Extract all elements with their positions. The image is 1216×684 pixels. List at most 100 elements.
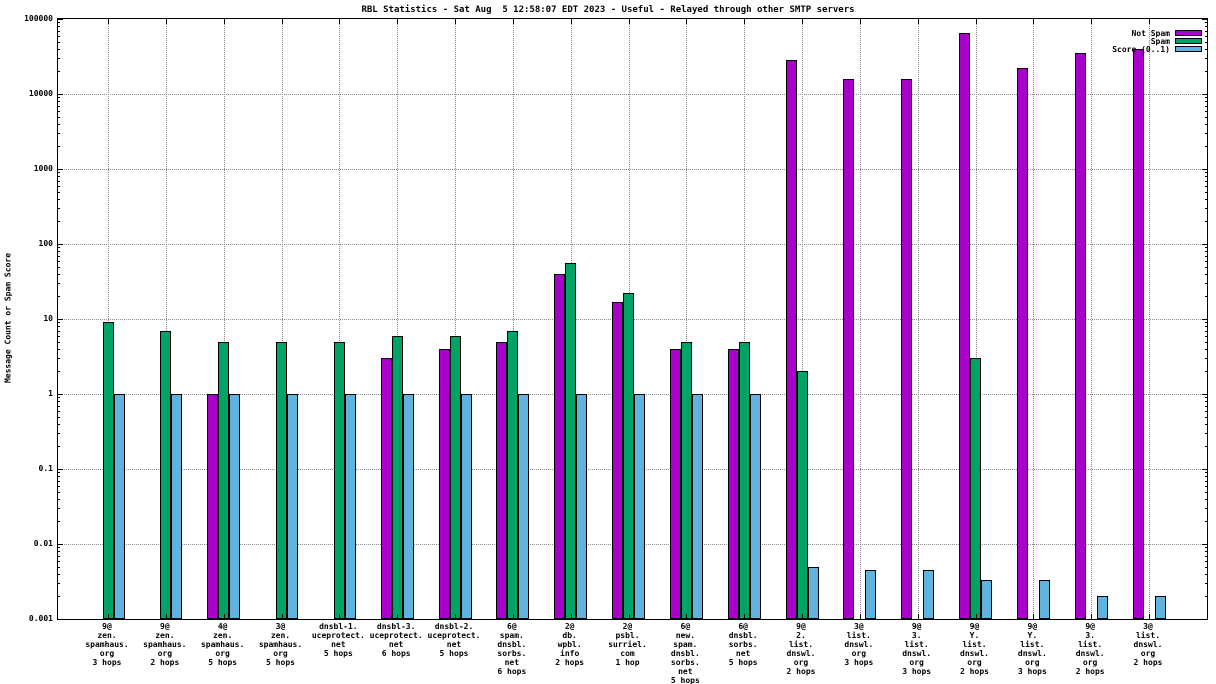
y-major-tick bbox=[1202, 19, 1207, 20]
y-major-tick bbox=[58, 619, 63, 620]
y-minor-tick bbox=[58, 71, 60, 73]
bar-spam bbox=[391, 335, 403, 619]
y-major-tick bbox=[58, 319, 63, 320]
grid-line-vertical bbox=[455, 19, 456, 619]
y-minor-tick bbox=[58, 101, 60, 103]
y-minor-tick bbox=[1205, 97, 1207, 99]
y-minor-tick bbox=[1205, 30, 1207, 32]
grid-line-vertical bbox=[1091, 19, 1093, 619]
y-minor-tick bbox=[1205, 35, 1207, 37]
y-minor-tick bbox=[58, 348, 60, 350]
y-minor-tick bbox=[1205, 273, 1207, 275]
y-minor-tick bbox=[1205, 596, 1207, 598]
y-tick-label: 100 bbox=[38, 239, 53, 248]
y-minor-tick bbox=[1205, 101, 1207, 103]
y-major-tick bbox=[1202, 244, 1207, 245]
y-minor-tick bbox=[1205, 498, 1207, 500]
y-minor-tick bbox=[58, 326, 60, 328]
x-tick bbox=[975, 614, 977, 619]
x-tick bbox=[512, 19, 514, 24]
grid-line-vertical bbox=[917, 19, 919, 619]
y-minor-tick bbox=[1205, 146, 1207, 148]
x-tick-label: 9@ 3. list. dnswl. org 2 hops bbox=[1075, 622, 1105, 676]
x-tick-label: 2@ psbl. surriel. com 1 hop bbox=[608, 622, 647, 667]
bar-spam bbox=[970, 358, 981, 619]
legend-label: Score (0..1) bbox=[1112, 44, 1170, 54]
x-tick-label: 6@ spam. dnsbl. sorbs. net 6 hops bbox=[497, 622, 527, 676]
x-tick bbox=[397, 614, 399, 619]
y-major-tick bbox=[58, 544, 63, 545]
y-minor-tick bbox=[1205, 110, 1207, 112]
bar-not-spam bbox=[901, 78, 913, 619]
y-minor-tick bbox=[1205, 123, 1207, 125]
plot-area bbox=[57, 18, 1208, 620]
bar-spam bbox=[276, 341, 287, 619]
grid-line-vertical bbox=[1149, 19, 1150, 619]
y-minor-tick bbox=[1205, 401, 1207, 403]
y-minor-tick bbox=[1205, 48, 1207, 50]
bar-not-spam bbox=[207, 394, 219, 619]
y-minor-tick bbox=[58, 185, 60, 187]
bar-not-spam bbox=[1016, 68, 1028, 619]
bar-score-0-1 bbox=[807, 566, 819, 619]
y-minor-tick bbox=[58, 521, 60, 523]
bar-spam bbox=[449, 335, 461, 619]
x-tick-label: 9@ 2. list. dnswl. org 2 hops bbox=[786, 622, 816, 676]
x-tick bbox=[802, 614, 803, 619]
x-tick bbox=[1033, 614, 1035, 619]
bar-not-spam bbox=[843, 78, 855, 619]
y-minor-tick bbox=[58, 180, 60, 182]
grid-line-horizontal bbox=[58, 94, 1207, 95]
x-tick bbox=[917, 614, 919, 619]
y-minor-tick bbox=[1205, 172, 1207, 174]
x-tick-label: 4@ zen. spamhaus. org 5 hops bbox=[200, 622, 245, 667]
bar-spam bbox=[680, 341, 692, 619]
x-tick-label: 9@ zen. spamhaus. org 3 hops bbox=[85, 622, 129, 667]
y-minor-tick bbox=[58, 498, 60, 500]
y-major-tick bbox=[1202, 394, 1207, 395]
y-minor-tick bbox=[1205, 472, 1207, 474]
legend-swatch bbox=[1175, 38, 1202, 44]
x-tick bbox=[281, 19, 283, 24]
y-minor-tick bbox=[58, 58, 60, 60]
x-tick bbox=[108, 19, 109, 24]
x-tick-label: 6@ dnsbl. sorbs. net 5 hops bbox=[728, 622, 758, 667]
bar-score-0-1 bbox=[865, 570, 877, 619]
y-minor-tick bbox=[1205, 116, 1207, 118]
y-minor-tick bbox=[1205, 405, 1207, 407]
x-tick-label: 9@ zen. spamhaus. org 2 hops bbox=[143, 622, 187, 667]
y-minor-tick bbox=[1205, 58, 1207, 60]
y-major-tick bbox=[1202, 319, 1207, 320]
y-tick-label: 10000 bbox=[28, 89, 53, 98]
y-minor-tick bbox=[58, 547, 60, 549]
x-tick bbox=[512, 614, 514, 619]
y-minor-tick bbox=[1205, 208, 1207, 210]
y-minor-tick bbox=[58, 358, 60, 360]
y-tick-label: 0.001 bbox=[28, 614, 53, 623]
y-minor-tick bbox=[58, 30, 60, 32]
y-minor-tick bbox=[1205, 547, 1207, 549]
bar-spam bbox=[623, 293, 634, 619]
bar-score-0-1 bbox=[171, 394, 183, 619]
bar-score-0-1 bbox=[576, 394, 588, 619]
bar-not-spam bbox=[380, 358, 392, 619]
x-tick bbox=[744, 19, 746, 24]
y-minor-tick bbox=[58, 405, 60, 407]
grid-line-vertical bbox=[686, 19, 688, 619]
x-tick bbox=[1033, 19, 1035, 24]
y-major-tick bbox=[58, 469, 63, 470]
y-minor-tick bbox=[1205, 423, 1207, 425]
bar-score-0-1 bbox=[113, 394, 125, 619]
y-minor-tick bbox=[1205, 26, 1207, 28]
y-minor-tick bbox=[1205, 410, 1207, 412]
y-major-tick bbox=[1202, 169, 1207, 170]
y-minor-tick bbox=[1205, 283, 1207, 285]
x-tick bbox=[165, 19, 167, 24]
y-minor-tick bbox=[58, 335, 60, 337]
x-tick-label: 2@ db. wpbl. info 2 hops bbox=[555, 622, 585, 667]
bar-not-spam bbox=[669, 348, 681, 619]
y-minor-tick bbox=[1205, 397, 1207, 399]
y-minor-tick bbox=[58, 247, 60, 249]
bar-not-spam bbox=[727, 348, 739, 619]
